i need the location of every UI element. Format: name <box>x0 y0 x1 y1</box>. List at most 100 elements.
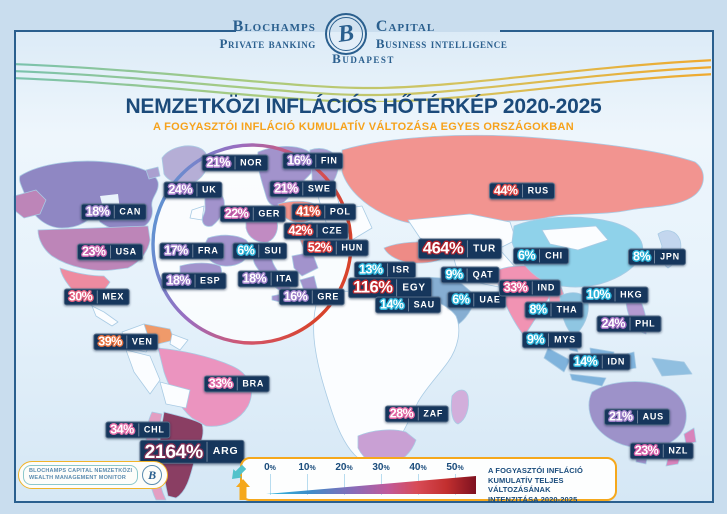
inflation-value: 22% <box>224 206 249 221</box>
arrow-up-icon <box>236 479 250 500</box>
country-label-phl: 24% PHL <box>596 315 662 333</box>
country-code: SWE <box>307 183 331 194</box>
label-divider <box>548 333 550 347</box>
label-divider <box>466 268 468 282</box>
inflation-value: 41% <box>296 204 320 219</box>
country-label-idn: 14% IDN <box>568 353 632 371</box>
legend-tick-label: 20% <box>335 462 353 473</box>
country-label-mex: 30% MEX <box>63 288 131 306</box>
country-label-swe: 21% SWE <box>269 180 337 198</box>
label-divider <box>473 293 475 307</box>
country-code: UAE <box>479 294 501 305</box>
country-label-hkg: 10% HKG <box>581 286 649 304</box>
country-label-cze: 42% CZE <box>283 222 349 240</box>
inflation-value: 39% <box>98 334 122 349</box>
label-divider <box>386 263 388 277</box>
country-label-bra: 33% BRA <box>203 375 271 393</box>
label-divider <box>531 281 533 295</box>
country-code: USA <box>115 246 137 257</box>
label-divider <box>113 205 115 219</box>
legend-tick-label: 10% <box>298 462 316 473</box>
frame-top-left <box>14 30 236 32</box>
inflation-value: 30% <box>68 289 93 304</box>
monitor-badge-line1: BLOCHAMPS CAPITAL NEMZETKÖZI <box>29 468 133 474</box>
country-code: NOR <box>240 157 263 168</box>
inflation-value: 33% <box>503 280 528 295</box>
label-divider <box>601 355 603 369</box>
country-code: RUS <box>527 185 549 196</box>
inflation-value: 24% <box>601 316 626 331</box>
brand-right-column: Capital Business intelligence <box>375 18 508 51</box>
country-label-tur: 464% TUR <box>417 238 503 260</box>
inflation-value: 6% <box>452 292 470 307</box>
country-code: GER <box>258 208 281 219</box>
label-divider <box>206 441 208 463</box>
country-label-mys: 9% MYS <box>522 331 582 349</box>
label-divider <box>629 317 631 331</box>
label-divider <box>109 245 111 259</box>
country-code: CZE <box>322 225 343 236</box>
brand-tagline-right: Business intelligence <box>375 35 508 51</box>
country-code: BRA <box>242 378 265 389</box>
inflation-value: 16% <box>283 289 308 304</box>
country-label-aus: 21% AUS <box>604 408 670 426</box>
brand-monogram-icon: B <box>324 13 367 55</box>
label-divider <box>467 240 469 258</box>
country-label-sau: 14% SAU <box>375 296 441 314</box>
legend-tick-line <box>270 474 271 495</box>
country-code: ISR <box>392 264 410 275</box>
label-divider <box>335 241 337 255</box>
page-title: NEMZETKÖZI INFLÁCIÓS HŐTÉRKÉP 2020-2025 <box>125 95 602 118</box>
country-code: MYS <box>554 334 576 345</box>
country-code: NZL <box>668 445 689 456</box>
inflation-value: 8% <box>633 249 651 264</box>
country-label-zaf: 28% ZAF <box>384 405 450 423</box>
inflation-value: 28% <box>389 406 414 421</box>
country-code: ARG <box>212 445 239 458</box>
label-divider <box>194 274 196 288</box>
country-code: ZAF <box>423 408 444 419</box>
inflation-value: 13% <box>359 262 383 277</box>
label-divider <box>125 335 127 349</box>
country-code: VEN <box>131 336 153 347</box>
label-divider <box>234 156 236 170</box>
country-code: SAU <box>413 299 435 310</box>
country-code: FIN <box>320 155 338 166</box>
country-label-usa: 23% USA <box>77 243 143 261</box>
country-label-hun: 52% HUN <box>302 239 370 257</box>
country-label-ind: 33% IND <box>498 279 562 297</box>
inflation-value: 23% <box>82 244 106 259</box>
country-label-nor: 21% NOR <box>201 154 269 172</box>
label-divider <box>252 207 254 221</box>
country-code: SUI <box>264 245 282 256</box>
country-label-can: 18% CAN <box>80 203 148 221</box>
inflation-value: 14% <box>380 297 404 312</box>
country-code: IND <box>537 282 556 293</box>
legend-caption-line: KUMULATÍV TELJES VÁLTOZÁSÁNAK <box>488 475 564 495</box>
monitor-badge-line2: WEALTH MANAGEMENT MONITOR <box>29 475 127 481</box>
inflation-value: 52% <box>307 240 332 255</box>
country-label-uae: 6% UAE <box>447 291 507 309</box>
legend-tick-label: 0% <box>264 462 276 473</box>
brand-name-left: Blochamps <box>232 17 316 35</box>
legend-tick-label: 40% <box>409 462 427 473</box>
inflation-value: 9% <box>445 267 464 282</box>
frame-left <box>14 31 16 503</box>
country-code: EGY <box>402 282 426 294</box>
country-label-ger: 22% GER <box>219 205 287 223</box>
country-label-qat: 9% QAT <box>440 266 500 284</box>
country-label-ita: 18% ITA <box>237 270 299 288</box>
label-divider <box>521 184 523 198</box>
country-code: TUR <box>473 243 497 255</box>
inflation-value: 6% <box>518 248 536 263</box>
country-code: ITA <box>276 273 293 284</box>
inflation-value: 21% <box>274 181 298 196</box>
inflation-value: 21% <box>609 409 633 424</box>
country-code: QAT <box>472 269 494 280</box>
country-label-rus: 44% RUS <box>489 182 555 200</box>
country-code: POL <box>329 206 351 217</box>
label-divider <box>191 244 193 258</box>
label-divider <box>550 303 552 317</box>
monitor-badge-monogram-icon: B <box>142 465 163 485</box>
label-divider <box>137 423 139 437</box>
